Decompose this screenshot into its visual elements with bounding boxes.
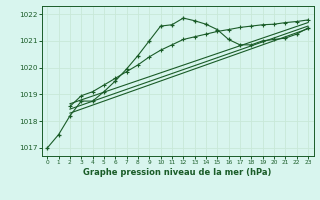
X-axis label: Graphe pression niveau de la mer (hPa): Graphe pression niveau de la mer (hPa) [84, 168, 272, 177]
